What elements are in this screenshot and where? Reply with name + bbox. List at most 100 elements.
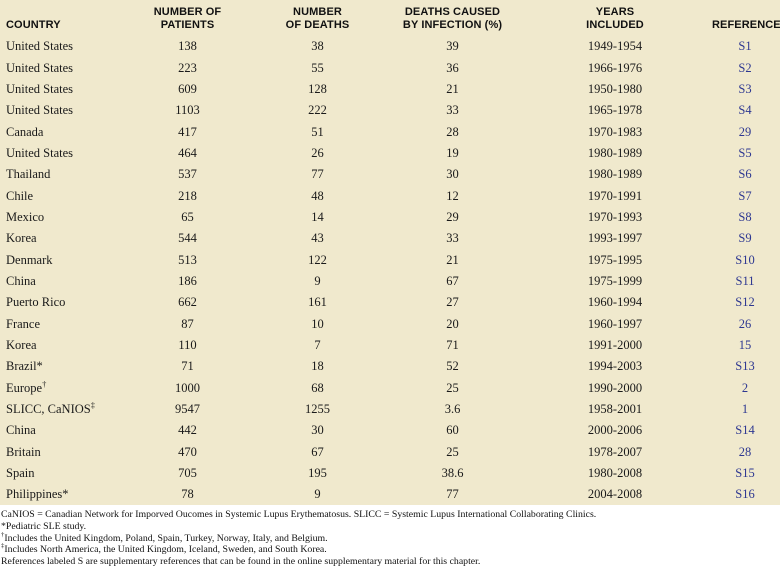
cell-country: Britain <box>6 444 41 459</box>
cell-years: 2000-2006 <box>587 423 643 438</box>
cell-country: Philippines* <box>6 487 69 502</box>
cell-reference: S13 <box>735 359 755 374</box>
cell-patients: 705 <box>178 466 197 481</box>
cell-patients: 537 <box>178 167 197 182</box>
cell-years: 1960-1994 <box>587 295 643 310</box>
cell-deaths: 128 <box>308 81 327 96</box>
cell-country: SLICC, CaNIOS‡ <box>6 399 95 417</box>
cell-reference: S2 <box>738 60 752 75</box>
cell-infection: 25 <box>446 380 459 395</box>
cell-years: 1958-2001 <box>587 402 643 417</box>
cell-years: 1994-2003 <box>587 359 643 374</box>
cell-years: 1949-1954 <box>587 39 643 54</box>
footnote-text: Includes the United Kingdom, Poland, Spa… <box>4 532 328 544</box>
cell-reference: S10 <box>735 252 755 267</box>
footnote-sup: † <box>1 531 5 539</box>
footnote-line: References labeled S are supplementary r… <box>1 556 774 568</box>
cell-infection: 39 <box>446 39 459 54</box>
cell-infection: 25 <box>446 444 459 459</box>
cell-country: United States <box>6 103 74 118</box>
cell-infection: 38.6 <box>441 466 464 481</box>
column-header-deaths: NUMBER OF DEATHS <box>285 6 350 32</box>
cell-deaths: 161 <box>308 295 327 310</box>
table-row: Canada 417 51 28 1970-1983 29 <box>0 121 780 142</box>
cell-deaths: 55 <box>311 60 324 75</box>
cell-country: Brazil* <box>6 359 43 374</box>
cell-reference: S3 <box>738 81 752 96</box>
cell-infection: 28 <box>446 124 459 139</box>
cell-reference: 15 <box>738 338 752 353</box>
table-header: COUNTRY NUMBER OF PATIENTS NUMBER OF DEA… <box>0 0 780 36</box>
cell-reference: S8 <box>738 209 752 224</box>
footnote-text: CaNIOS = Canadian Network for Imporved O… <box>1 509 597 521</box>
cell-deaths: 222 <box>308 103 327 118</box>
table-row: SLICC, CaNIOS‡ 9547 1255 3.6 1958-2001 1 <box>0 399 780 420</box>
cell-deaths: 67 <box>311 444 324 459</box>
cell-reference: 2 <box>741 380 749 395</box>
footnotes: CaNIOS = Canadian Network for Imporved O… <box>0 505 780 568</box>
cell-patients: 544 <box>178 231 197 246</box>
cell-reference: S7 <box>738 188 752 203</box>
cell-reference: S11 <box>735 274 755 289</box>
column-header-country: COUNTRY <box>6 19 61 32</box>
column-header-years: YEARS INCLUDED <box>586 6 644 32</box>
cell-deaths: 51 <box>311 124 324 139</box>
mortality-table-panel: COUNTRY NUMBER OF PATIENTS NUMBER OF DEA… <box>0 0 780 506</box>
table-body: United States 138 38 39 1949-1954 S1 Uni… <box>0 36 780 506</box>
table-row: Britain 470 67 25 1978-2007 28 <box>0 441 780 462</box>
column-header-reference: REFERENCE <box>712 19 780 32</box>
cell-years: 1980-1989 <box>587 167 643 182</box>
cell-reference: 1 <box>741 402 749 417</box>
cell-patients: 110 <box>178 338 197 353</box>
cell-deaths: 18 <box>311 359 324 374</box>
cell-country: Spain <box>6 466 35 481</box>
cell-patients: 1000 <box>175 380 200 395</box>
cell-reference: S4 <box>738 103 752 118</box>
table-row: United States 609 128 21 1950-1980 S3 <box>0 79 780 100</box>
cell-infection: 20 <box>446 316 459 331</box>
footnote-text: Includes North America, the United Kingd… <box>4 544 327 556</box>
cell-years: 1975-1999 <box>587 274 643 289</box>
cell-infection: 21 <box>446 252 459 267</box>
cell-patients: 470 <box>178 444 197 459</box>
cell-years: 1965-1978 <box>587 103 643 118</box>
cell-patients: 662 <box>178 295 197 310</box>
cell-patients: 87 <box>181 316 194 331</box>
table-row: Chile 218 48 12 1970-1991 S7 <box>0 185 780 206</box>
cell-years: 1991-2000 <box>587 338 643 353</box>
cell-country: United States <box>6 81 74 96</box>
cell-country: Mexico <box>6 209 45 224</box>
cell-patients: 223 <box>178 60 197 75</box>
cell-reference: S1 <box>738 39 752 54</box>
cell-years: 1966-1976 <box>587 60 643 75</box>
cell-country: Puerto Rico <box>6 295 66 310</box>
footnote-sup: ‡ <box>1 543 5 551</box>
cell-years: 1970-1993 <box>587 209 643 224</box>
cell-patients: 9547 <box>175 402 200 417</box>
cell-country: France <box>6 316 41 331</box>
table-row: Puerto Rico 662 161 27 1960-1994 S12 <box>0 292 780 313</box>
table-row: Korea 544 43 33 1993-1997 S9 <box>0 228 780 249</box>
cell-country: China <box>6 274 36 289</box>
cell-years: 1950-1980 <box>587 81 643 96</box>
cell-infection: 27 <box>446 295 459 310</box>
table-row: Spain 705 195 38.6 1980-2008 S15 <box>0 463 780 484</box>
footnote-line: †Includes the United Kingdom, Poland, Sp… <box>1 531 774 545</box>
table-row: Thailand 537 77 30 1980-1989 S6 <box>0 164 780 185</box>
cell-years: 1970-1983 <box>587 124 643 139</box>
cell-deaths: 9 <box>314 487 321 502</box>
cell-deaths: 68 <box>311 380 324 395</box>
footnote-text: *Pediatric SLE study. <box>1 521 87 533</box>
cell-patients: 417 <box>178 124 197 139</box>
cell-reference: S6 <box>738 167 752 182</box>
cell-deaths: 43 <box>311 231 324 246</box>
table-row: United States 1103 222 33 1965-1978 S4 <box>0 100 780 121</box>
cell-years: 1975-1995 <box>587 252 643 267</box>
cell-deaths: 77 <box>311 167 324 182</box>
table-row: Europe† 1000 68 25 1990-2000 2 <box>0 377 780 398</box>
table-row: China 186 9 67 1975-1999 S11 <box>0 271 780 292</box>
cell-patients: 138 <box>178 39 197 54</box>
cell-deaths: 1255 <box>305 402 330 417</box>
cell-patients: 609 <box>178 81 197 96</box>
cell-patients: 218 <box>178 188 197 203</box>
